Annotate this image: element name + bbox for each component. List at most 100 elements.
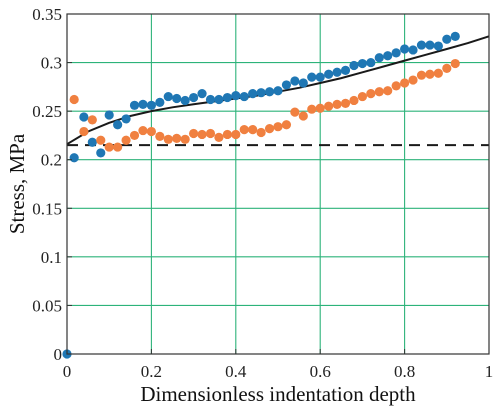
y-tick-label-2: 0.1	[41, 248, 62, 267]
series-0-point-4	[96, 148, 106, 158]
series-0-point-19	[222, 92, 232, 103]
series-1-point-8	[138, 125, 148, 136]
series-1-point-29	[315, 103, 325, 113]
series-0-point-40	[400, 44, 410, 54]
series-1-point-32	[340, 98, 351, 108]
series-0-point-25	[273, 86, 283, 96]
series-0-point-22	[248, 89, 258, 99]
series-0-point-38	[383, 51, 393, 61]
series-0-point-21	[239, 91, 249, 102]
y-tick-label-3: 0.15	[32, 199, 62, 218]
series-1-point-25	[281, 120, 292, 130]
series-1-point-12	[172, 133, 182, 143]
series-0-point-15	[189, 92, 199, 103]
series-1-point-28	[307, 104, 317, 114]
series-0-point-10	[146, 100, 156, 110]
grid-lines	[67, 14, 489, 354]
x-tick-label-2: 0.4	[225, 362, 247, 381]
series-0-point-37	[374, 53, 384, 63]
series-1-point-24	[273, 122, 283, 132]
y-tick-label-6: 0.3	[41, 54, 62, 73]
series-1-point-42	[425, 69, 435, 79]
x-tick-label-0: 0	[63, 362, 72, 381]
series-1-point-35	[366, 89, 376, 99]
series-1-point-26	[290, 107, 300, 117]
series-0-point-46	[450, 31, 460, 41]
series-1-point-23	[264, 124, 275, 134]
y-axis-title: Stress, MPa	[5, 133, 29, 234]
series-0-point-23	[256, 88, 266, 98]
series-1-point-36	[374, 87, 384, 97]
series-1-point-19	[231, 129, 241, 140]
series-0-point-5	[104, 110, 114, 120]
series-1-point-21	[248, 125, 258, 135]
series-0-point-11	[155, 97, 165, 107]
series-0-point-12	[163, 91, 173, 102]
series-0-point-16	[197, 89, 207, 99]
y-tick-label-7: 0.35	[32, 5, 62, 24]
series-0-point-13	[172, 93, 182, 104]
series-1-point-4	[104, 142, 114, 152]
data-points	[62, 31, 460, 359]
y-tick-labels: 0 0.05 0.1 0.15 0.2 0.25 0.3 0.35	[32, 5, 72, 364]
series-0-point-39	[391, 48, 401, 58]
series-1-point-22	[256, 127, 266, 138]
series-0-point-17	[205, 94, 216, 105]
series-0-point-32	[332, 67, 342, 77]
series-1-point-38	[391, 81, 401, 91]
series-1-point-27	[298, 111, 308, 121]
series-1-point-30	[324, 101, 334, 111]
plot-border	[66, 13, 490, 355]
series-1-point-41	[416, 70, 427, 80]
series-1-point-33	[349, 95, 359, 106]
series-0-point-41	[408, 45, 418, 55]
series-1-point-9	[146, 126, 156, 137]
series-0-point-33	[340, 65, 351, 75]
series-0-point-1	[69, 153, 79, 163]
x-tick-label-4: 0.8	[394, 362, 415, 381]
series-1-point-0	[69, 94, 79, 105]
series-1-point-37	[383, 86, 393, 96]
series-1-point-31	[332, 99, 342, 109]
series-0-point-36	[366, 57, 376, 68]
plot-frame	[66, 13, 490, 355]
x-tick-label-1: 0.2	[141, 362, 162, 381]
series-0-point-42	[416, 40, 427, 50]
series-1-point-16	[205, 128, 216, 139]
series-1-point-2	[87, 115, 97, 125]
series-1-point-3	[96, 135, 106, 145]
x-tick-label-5: 1	[485, 362, 494, 381]
series-1-point-39	[400, 78, 410, 88]
series-0-point-28	[298, 78, 308, 88]
series-0-point-30	[315, 72, 325, 82]
series-0-point-7	[121, 114, 131, 124]
series-0-point-14	[180, 95, 190, 106]
series-0-point-43	[425, 40, 435, 50]
series-0-point-3	[87, 137, 97, 147]
series-0-point-9	[138, 99, 148, 109]
series-1-point-17	[214, 132, 224, 142]
series-1-point-10	[155, 131, 165, 141]
x-tick-labels: 0 0.2 0.4 0.6 0.8 1	[63, 349, 494, 381]
series-1-point-14	[189, 128, 199, 139]
series-1-point-34	[357, 91, 367, 102]
series-1-point-7	[129, 130, 140, 141]
y-tick-label-5: 0.25	[32, 102, 62, 121]
y-tick-label-0: 0	[54, 345, 63, 364]
series-1-point-6	[121, 135, 131, 145]
series-1-point-13	[180, 134, 190, 144]
series-1-point-15	[197, 129, 207, 140]
series-1-point-11	[163, 134, 173, 144]
series-0-point-34	[349, 60, 359, 71]
series-0-point-45	[442, 34, 452, 44]
series-0-point-18	[214, 94, 224, 105]
y-tick-label-1: 0.05	[32, 296, 62, 315]
series-0-point-6	[113, 120, 123, 130]
series-1-point-20	[239, 125, 249, 135]
series-1-point-45	[450, 58, 460, 69]
y-tick-label-4: 0.2	[41, 151, 62, 170]
series-0-point-27	[290, 76, 300, 86]
series-1-point-5	[113, 142, 123, 152]
x-axis-title: Dimensionless indentation depth	[140, 382, 416, 406]
